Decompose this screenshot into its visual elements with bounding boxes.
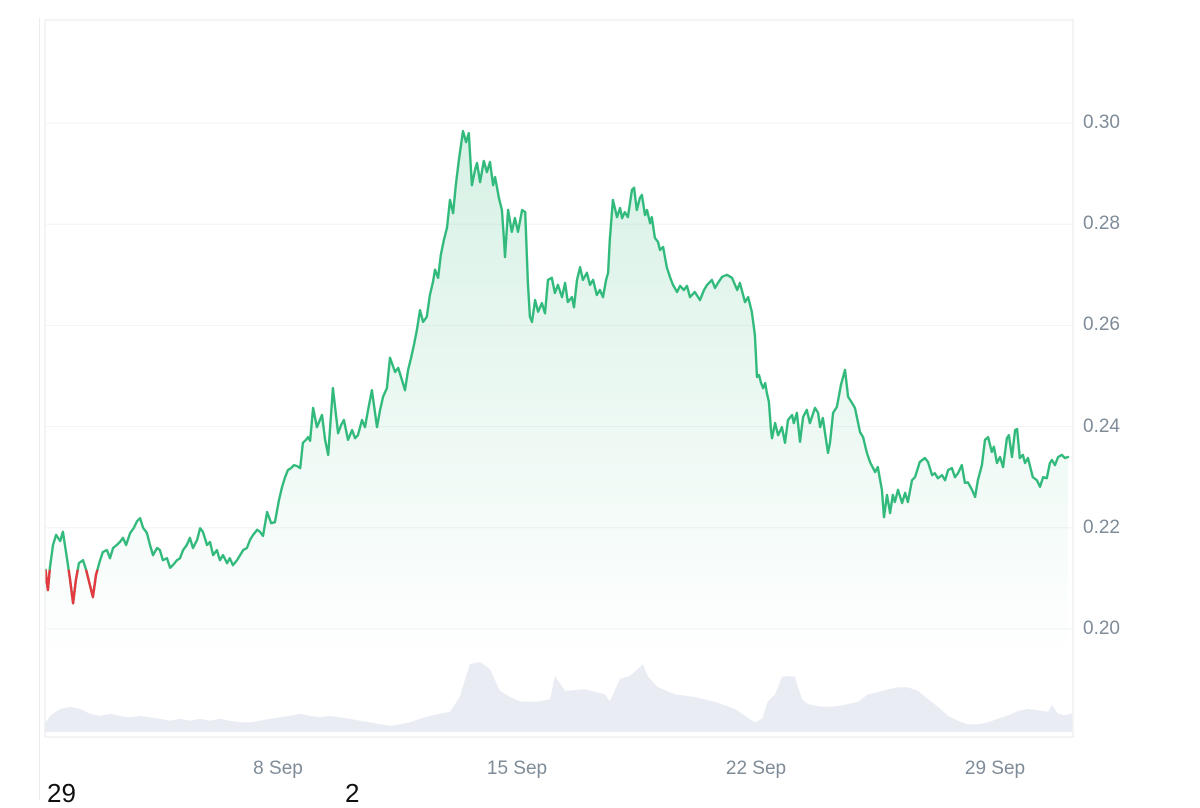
x-axis-label-29-Sep: 29 Sep (964, 758, 1026, 779)
y-axis-label-0.30: 0.30 (1083, 112, 1120, 133)
plot-border (44, 19, 1074, 738)
y-axis-label-0.20: 0.20 (1083, 618, 1120, 639)
y-axis-label-0.22: 0.22 (1083, 517, 1120, 538)
y-axis-label-0.24: 0.24 (1083, 416, 1120, 437)
x-axis-label-8-Sep: 8 Sep (253, 758, 303, 779)
y-axis-label-0.26: 0.26 (1083, 314, 1120, 335)
x-axis-label-22-Sep: 22 Sep (725, 758, 787, 779)
bottom-overflow-label-mid: 2 (345, 778, 360, 808)
price-line (44, 129, 1070, 605)
y-axis-label-0.28: 0.28 (1083, 213, 1120, 234)
x-axis-label-15-Sep: 15 Sep (486, 758, 548, 779)
bottom-overflow-label-left: 29 (47, 778, 76, 808)
price-area-fill (45, 131, 1069, 733)
